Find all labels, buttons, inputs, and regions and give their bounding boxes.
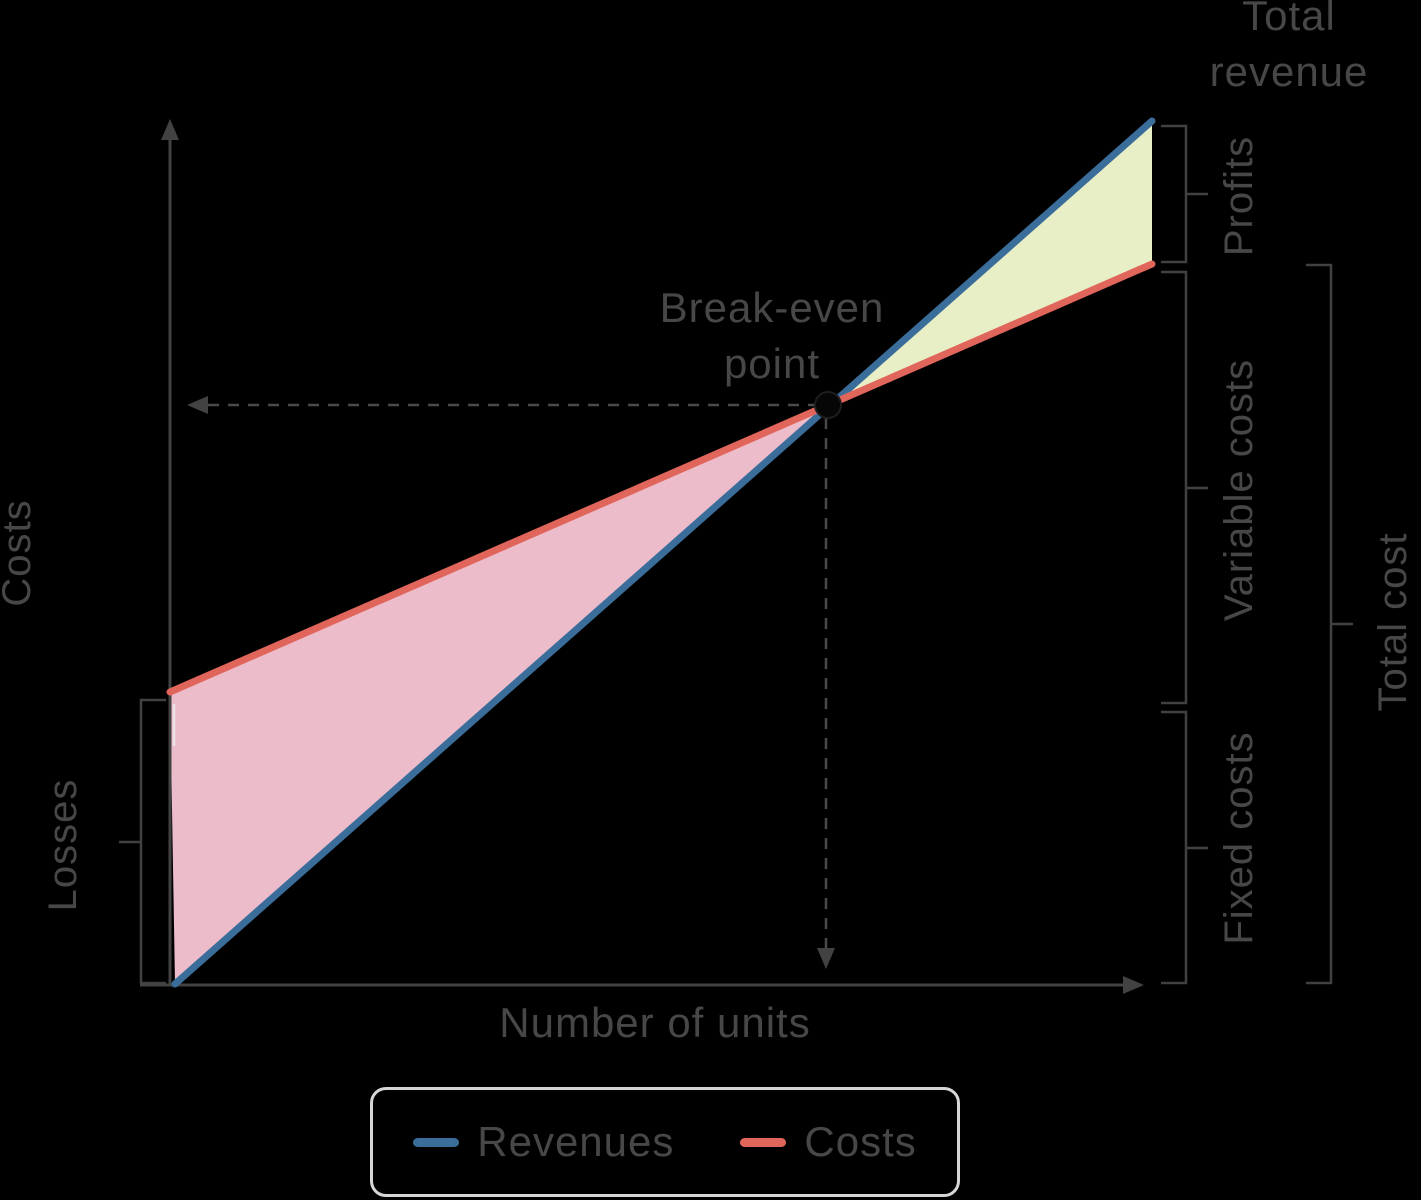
costs-line	[166, 260, 1156, 696]
fixed-costs-label: Fixed costs	[1217, 731, 1261, 944]
costs-swatch-icon	[740, 1137, 787, 1147]
losses-label: Losses	[41, 779, 85, 912]
total-cost-label: Total cost	[1371, 533, 1415, 712]
y-axis-label: Costs	[0, 499, 39, 606]
guide-down-arrow-icon	[817, 948, 835, 969]
x-axis-arrow-icon	[1123, 976, 1144, 994]
break-even-label-line2: point	[724, 340, 820, 387]
guide-left-arrow-icon	[187, 396, 208, 414]
revenues-line	[171, 117, 1156, 988]
profits-bracket	[1161, 124, 1208, 264]
total-revenue-label-line1: Total	[1242, 0, 1336, 39]
total-revenue-label-line2: revenue	[1210, 48, 1369, 95]
legend: Revenues Costs	[370, 1087, 960, 1197]
variable-costs-bracket	[1161, 270, 1208, 705]
revenues-swatch-icon	[413, 1137, 460, 1147]
fixed-costs-bracket	[1161, 710, 1208, 985]
revenues-legend-label: Revenues	[477, 1118, 675, 1165]
total-cost-bracket	[1306, 263, 1353, 985]
profits-label: Profits	[1217, 136, 1261, 256]
y-axis-arrow-icon	[161, 119, 179, 140]
costs-legend-label: Costs	[804, 1118, 917, 1165]
losses-bracket	[119, 698, 166, 985]
x-axis-label: Number of units	[499, 999, 810, 1046]
break-even-point-marker	[814, 391, 842, 419]
legend-item-costs: Costs	[740, 1118, 916, 1166]
variable-costs-label: Variable costs	[1217, 359, 1261, 621]
legend-item-revenues: Revenues	[413, 1118, 674, 1166]
break-even-label-line1: Break-even	[660, 284, 885, 331]
